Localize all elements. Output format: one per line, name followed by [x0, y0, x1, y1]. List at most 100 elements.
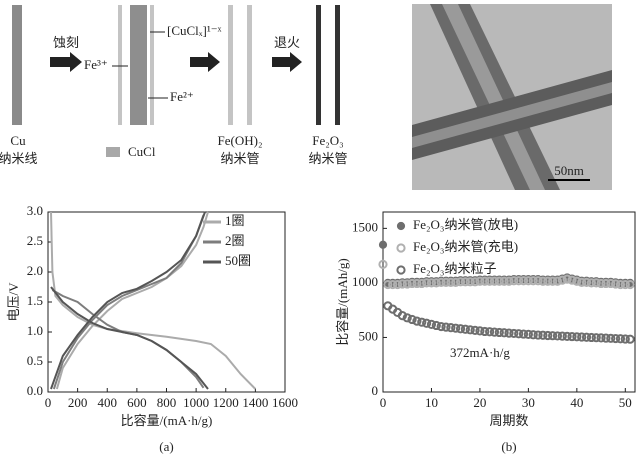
point [485, 327, 495, 337]
y-tick-label: 1500 [352, 219, 378, 234]
point [480, 276, 490, 286]
y-tick-label: 2.0 [27, 263, 43, 278]
point [446, 277, 456, 287]
legend-label: Fe₂O₃纳米管(放电) [413, 217, 518, 232]
y-tick-label: 1000 [352, 274, 378, 289]
arrow [272, 52, 302, 72]
point [523, 276, 533, 286]
fe2o3-label: 纳米管 [308, 151, 347, 166]
point [499, 276, 509, 286]
shell [150, 5, 154, 125]
point [581, 277, 592, 287]
x-tick-label: 200 [68, 395, 88, 410]
caption: (b) [501, 439, 516, 454]
point [557, 331, 567, 341]
point [388, 279, 398, 290]
point [538, 330, 548, 340]
shell [118, 5, 122, 125]
fe3-label: Fe³⁺ [84, 57, 108, 72]
legend-label: 2圈 [225, 233, 245, 248]
point [615, 334, 626, 344]
schematic: 蚀刻 Fe³⁺ [CuClₓ]¹⁻ˣ Fe²⁺ 退火 Cu 纳米线 CuCl F… [0, 5, 348, 166]
point [611, 279, 621, 289]
feoh-label: 纳米管 [220, 151, 259, 166]
point [431, 320, 441, 331]
point [615, 279, 626, 290]
point [611, 333, 621, 344]
fe2o3-tube [316, 5, 321, 125]
point [504, 328, 514, 338]
point [533, 276, 543, 286]
point [499, 328, 509, 338]
point [596, 278, 606, 289]
tem-image: 50nm [412, 4, 612, 190]
point [378, 259, 388, 269]
x-tick-label: 800 [157, 395, 177, 410]
point [460, 324, 470, 334]
x-tick-label: 20 [473, 395, 486, 410]
cucl-core [130, 5, 147, 125]
point [451, 323, 461, 333]
y-tick-label: 0 [372, 383, 379, 398]
point [620, 279, 630, 290]
point [422, 278, 432, 288]
point [455, 277, 466, 287]
y-tick-label: 0.5 [27, 353, 43, 368]
point [586, 278, 596, 288]
point [606, 278, 616, 289]
point [596, 333, 606, 343]
point [475, 326, 485, 336]
point [436, 321, 446, 332]
anneal-label: 退火 [274, 35, 300, 50]
plot-frame [47, 211, 286, 393]
point [548, 331, 558, 341]
fe2-label: Fe²⁺ [170, 89, 194, 104]
y-tick-label: 500 [359, 328, 379, 343]
nanotube-core [442, 4, 545, 190]
legend-swatch [396, 221, 406, 231]
legend-swatch [396, 243, 406, 253]
point [581, 332, 592, 342]
y-axis-title: 电压/V [6, 282, 21, 322]
x-tick-label: 1400 [242, 395, 268, 410]
point [601, 278, 611, 289]
legend-label: Fe₂O₃纳米管(充电) [413, 239, 518, 254]
point [441, 277, 451, 287]
x-tick-label: 0 [380, 395, 387, 410]
point [533, 330, 543, 340]
legend-swatch [396, 265, 406, 275]
point [494, 327, 504, 338]
legend-label: 50圈 [225, 253, 251, 268]
fe2o3-tube [335, 5, 340, 125]
point [485, 276, 495, 286]
point [577, 277, 587, 287]
point [397, 279, 407, 289]
y-tick-label: 0.0 [27, 383, 43, 398]
arrow [190, 52, 220, 72]
annotation: 372mA·h/g [450, 345, 510, 360]
point [426, 319, 437, 329]
y-tick-label: 1.5 [27, 293, 43, 308]
caption: (a) [159, 439, 173, 454]
point [509, 328, 519, 339]
point [383, 279, 393, 290]
nanotube-core [412, 82, 612, 148]
point [606, 333, 616, 343]
point [528, 330, 538, 340]
x-tick-label: 400 [98, 395, 118, 410]
complex-label: [CuClₓ]¹⁻ˣ [167, 23, 222, 38]
point [557, 275, 567, 285]
point [625, 279, 635, 290]
point [518, 329, 529, 339]
point [562, 331, 572, 341]
point [591, 333, 601, 343]
point [417, 278, 427, 289]
point [567, 331, 577, 342]
point [528, 276, 538, 286]
x-tick-label: 40 [570, 395, 583, 410]
point [378, 240, 388, 249]
point [460, 277, 470, 287]
point [392, 279, 403, 290]
point [518, 276, 529, 286]
point [572, 276, 582, 286]
